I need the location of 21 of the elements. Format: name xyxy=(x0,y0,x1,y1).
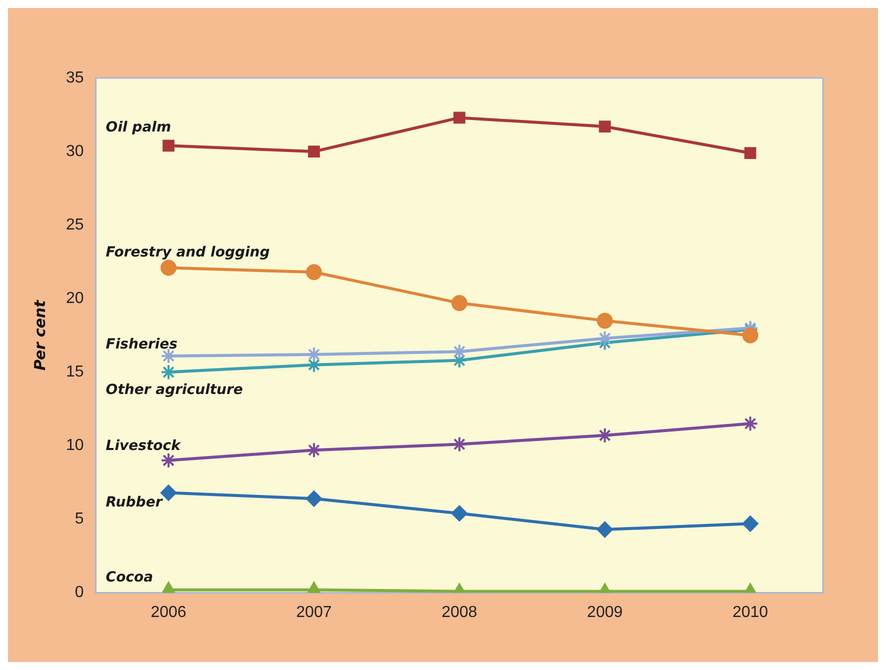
x-tick-label: 2009 xyxy=(587,604,623,621)
series-label: Cocoa xyxy=(106,570,154,586)
x-tick-label: 2008 xyxy=(442,604,478,621)
x-tick-label: 2006 xyxy=(150,604,186,621)
y-tick-label: 10 xyxy=(66,437,84,454)
x-tick-label: 2010 xyxy=(732,604,768,621)
series-label: Rubber xyxy=(106,494,164,510)
y-tick-label: 35 xyxy=(66,69,84,86)
series-label: Other agriculture xyxy=(106,382,243,398)
y-tick-label: 0 xyxy=(74,584,84,602)
series-label: Livestock xyxy=(106,438,182,454)
y-tick-label: 15 xyxy=(66,364,84,381)
y-tick-label: 30 xyxy=(66,142,84,160)
x-tick-label: 2007 xyxy=(296,604,332,621)
y-axis-title: Per cent xyxy=(30,299,49,371)
y-tick-label: 5 xyxy=(74,510,84,528)
y-tick-label: 20 xyxy=(66,290,84,308)
series-label: Forestry and logging xyxy=(106,244,270,260)
series-label: Oil palm xyxy=(106,119,172,136)
series-label: Fisheries xyxy=(106,336,178,353)
y-tick-label: 25 xyxy=(66,216,84,234)
